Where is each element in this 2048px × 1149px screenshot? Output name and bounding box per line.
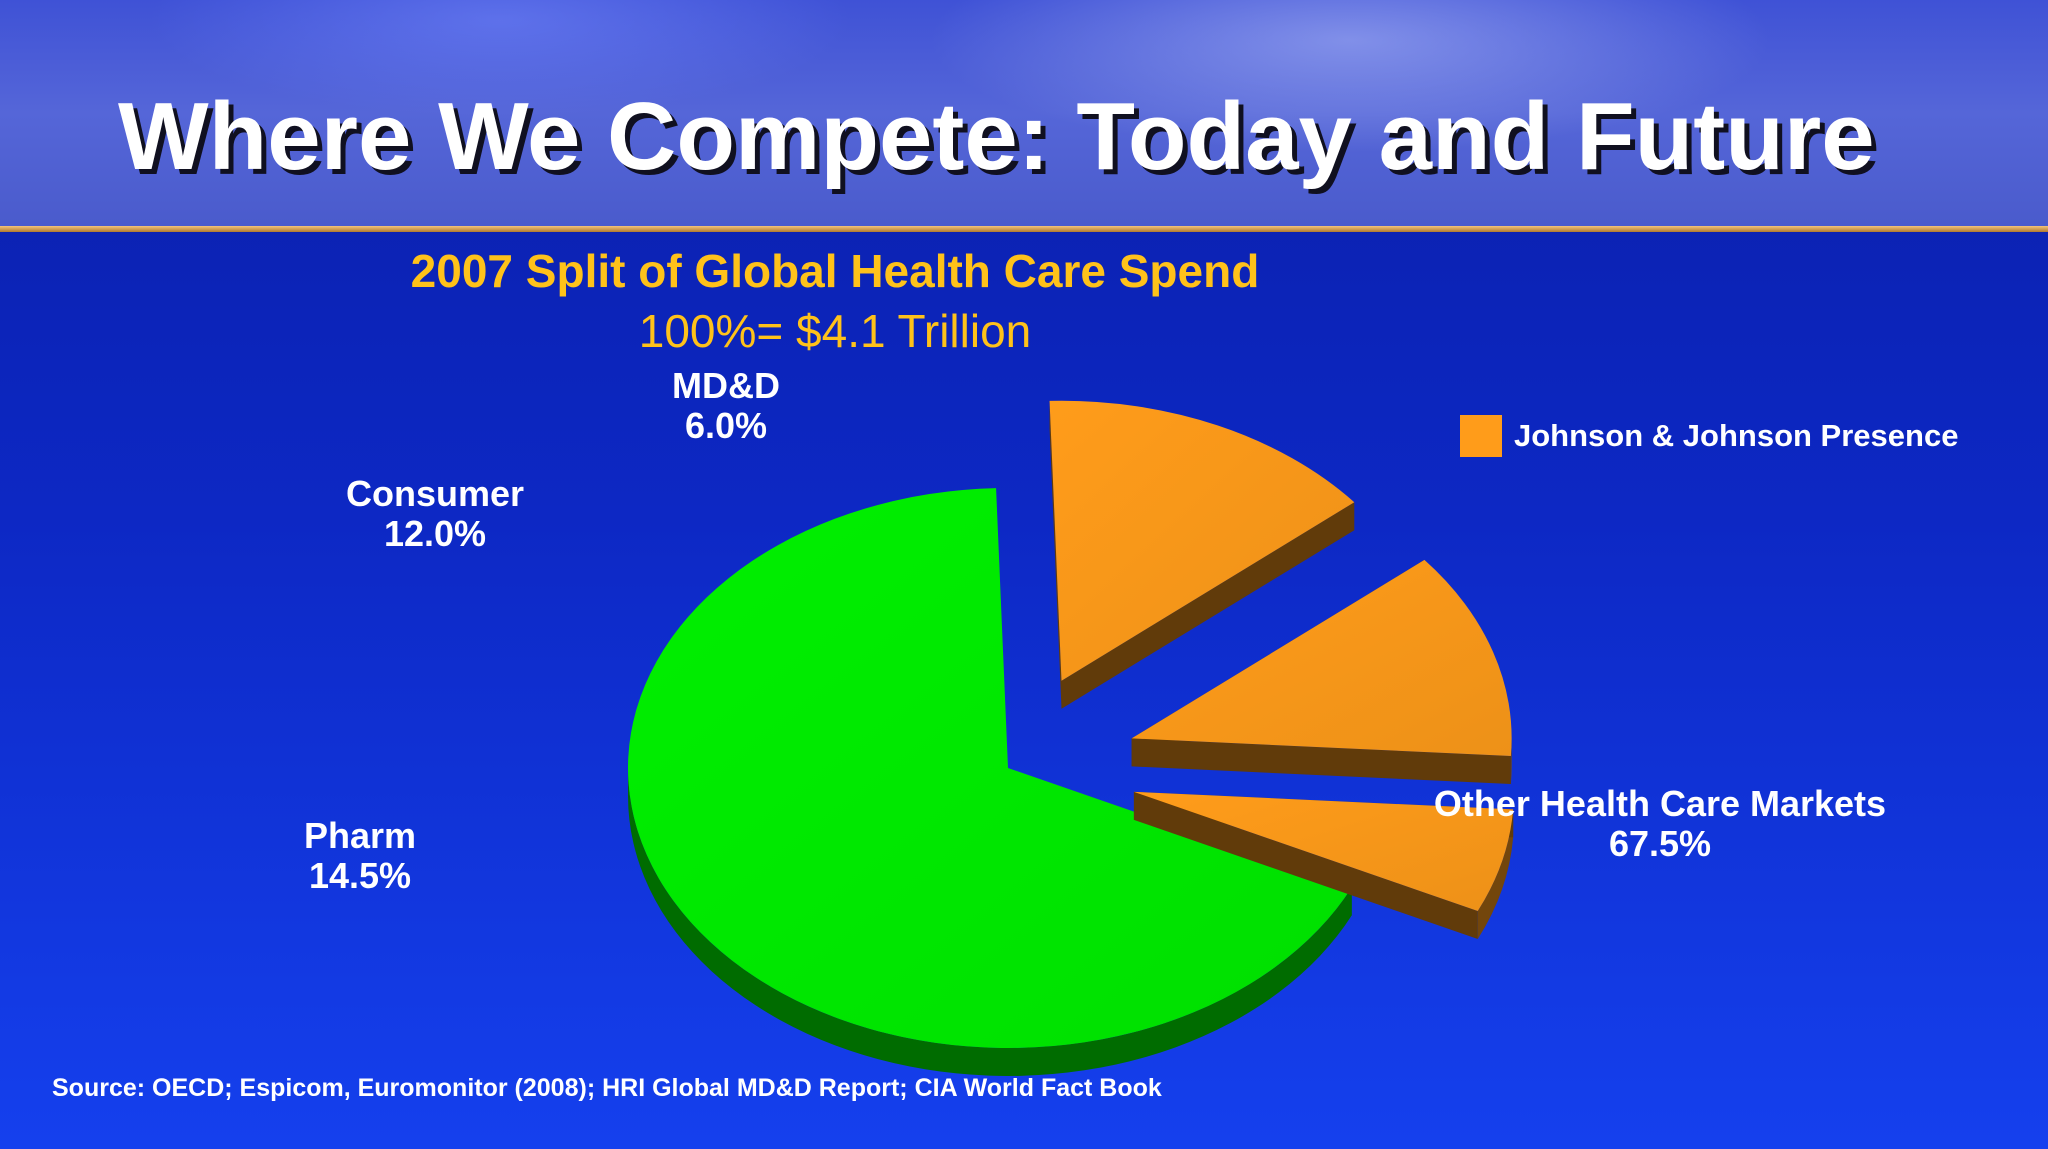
slice-value-pharm: 14.5%	[308, 855, 412, 896]
slice-name-pharm: Pharm	[303, 815, 417, 856]
pie-slice-wall-pharm	[1049, 400, 1062, 709]
slice-name-mdd: MD&D	[672, 365, 780, 406]
legend-swatch	[1460, 415, 1502, 457]
title-bar	[0, 0, 2048, 226]
pie-slice-top-consumer	[1131, 559, 1512, 756]
slice-value-mdd: 6.0%	[684, 405, 768, 446]
pie-slice-wall-pharm	[1061, 502, 1355, 709]
pie-slice-top-other-health-care-markets	[628, 488, 1352, 1048]
pie-slice-top-pharm	[1049, 400, 1355, 681]
pie-slice-wall-md-d	[1133, 791, 1478, 940]
slice-label-other: Other Health Care Markets 67.5%	[1380, 784, 1940, 864]
chart-title: 2007 Split of Global Health Care Spend	[410, 245, 1260, 297]
chart-subtitle: 100%= $4.1 Trillion	[638, 305, 1032, 357]
pie-slice-side-consumer	[1510, 738, 1512, 784]
slice-name-consumer: Consumer	[345, 473, 525, 514]
source-note: Source: OECD; Espicom, Euromonitor (2008…	[52, 1074, 1162, 1102]
slide-title: Where We Compete: Today and Future	[118, 83, 1875, 190]
pie-slice-top-md-d	[1133, 791, 1514, 912]
chart-legend: Johnson & Johnson Presence	[1460, 414, 1958, 458]
legend-label: Johnson & Johnson Presence	[1514, 418, 1959, 453]
pie-slice-pharm	[1049, 400, 1355, 709]
title-divider	[0, 226, 2048, 232]
pie-slice-consumer	[1131, 559, 1512, 784]
pie-slice-wall-consumer	[1131, 738, 1511, 784]
slice-value-other: 67.5%	[1608, 823, 1712, 864]
pie-slice-other-health-care-markets	[628, 488, 1352, 1076]
slice-name-other: Other Health Care Markets	[1433, 783, 1887, 824]
slice-label-mdd: MD&D 6.0%	[626, 366, 826, 446]
pie-slice-md-d	[1133, 791, 1514, 940]
pie-slice-side-md-d	[1477, 809, 1514, 940]
slice-value-consumer: 12.0%	[383, 513, 487, 554]
slice-label-consumer: Consumer 12.0%	[310, 474, 560, 554]
slice-label-pharm: Pharm 14.5%	[260, 816, 460, 896]
